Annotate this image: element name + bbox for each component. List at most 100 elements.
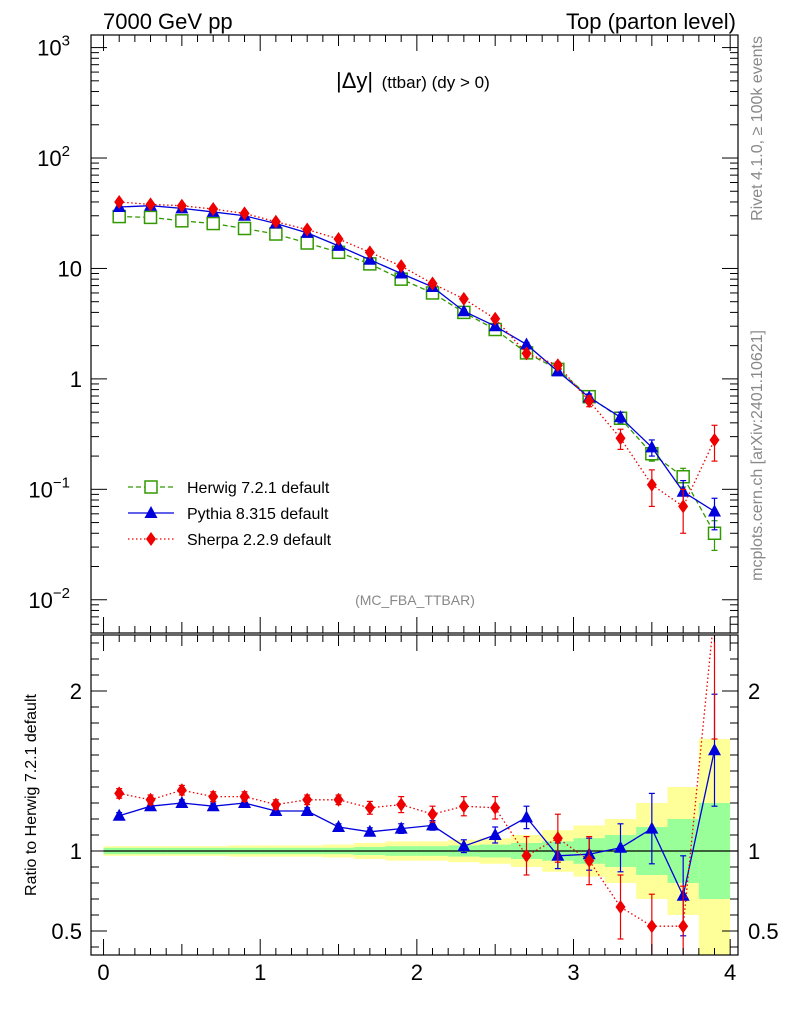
ratio-sherpa-point <box>270 797 281 812</box>
ratio-sherpa-point <box>615 900 626 914</box>
legend: Herwig 7.2.1 default Pythia 8.315 defaul… <box>128 480 332 549</box>
ratio-pythia-point <box>488 828 502 840</box>
ratio-sherpa-point <box>646 919 657 934</box>
ratio-pythia-point <box>645 821 659 834</box>
ratio-sherpa-point <box>302 792 313 807</box>
main-herwig-point <box>112 209 126 224</box>
main-sherpa-point <box>270 214 281 229</box>
legend-pythia-label: Pythia 8.315 default <box>187 506 329 523</box>
main-sherpa-point <box>208 202 219 217</box>
main-sherpa-point <box>490 311 501 326</box>
ratio-xtick-label: 0 <box>97 960 109 985</box>
ratio-ytick-label-left: 1 <box>70 839 82 864</box>
ratio-pythia-point <box>363 824 377 837</box>
ratio-sherpa-point <box>521 848 532 863</box>
header-left: 7000 GeV pp <box>103 9 233 34</box>
main-sherpa-point <box>458 291 469 306</box>
ratio-sherpa-point <box>239 789 250 804</box>
main-sherpa-point <box>584 394 595 409</box>
main-sherpa-point <box>678 499 689 514</box>
ratio-pythia-point <box>708 743 722 756</box>
ratio-sherpa-point <box>145 792 156 807</box>
plot-title-sub: (ttbar) (dy > 0) <box>382 73 490 92</box>
main-panel: 10−2 10−1 1 10 102 103 <box>28 33 739 634</box>
main-ytick-label: 103 <box>37 33 70 61</box>
main-pythia-point <box>614 410 628 423</box>
ratio-pythia-point <box>300 804 314 816</box>
ratio-sherpa-point <box>678 919 689 934</box>
legend-sherpa-label: Sherpa 2.2.9 default <box>187 532 332 549</box>
main-herwig-point <box>269 227 283 241</box>
main-frame <box>90 34 739 634</box>
main-sherpa-point <box>427 276 438 291</box>
ratio-sherpa-point <box>710 604 720 618</box>
main-herwig-point <box>206 216 220 231</box>
main-ytick-label: 10−1 <box>28 474 70 502</box>
main-sherpa-point <box>176 198 187 213</box>
main-sherpa-point <box>521 346 532 361</box>
ratio-pythia-point <box>394 821 408 834</box>
main-sherpa-point <box>239 206 250 221</box>
main-sherpa-line <box>119 201 716 508</box>
main-herwig-point <box>237 221 252 236</box>
ratio-ylabel: Ratio to Herwig 7.2.1 default <box>23 694 40 896</box>
main-pythia-point <box>457 304 471 317</box>
main-sherpa-point <box>615 431 626 446</box>
ratio-pythia-point <box>520 810 534 823</box>
main-ytick-label: 102 <box>37 143 70 171</box>
ratio-ytick-label-left: 0.5 <box>51 919 82 944</box>
ratio-ytick-label-right: 1 <box>748 839 760 864</box>
main-pythia-line <box>119 205 715 513</box>
main-pythia-point <box>645 440 659 453</box>
main-sherpa-point <box>396 259 407 274</box>
ratio-pythia-point <box>332 820 346 832</box>
main-herwig-point <box>300 236 314 250</box>
ratio-pythia-point <box>426 818 440 831</box>
ratio-pythia-point <box>614 840 628 853</box>
ratio-xtick-label: 3 <box>567 960 579 985</box>
main-sherpa-point <box>302 222 313 237</box>
ratio-sherpa-point <box>584 853 595 868</box>
legend-herwig-marker <box>144 480 158 494</box>
mcplots-label: mcplots.cern.ch [arXiv:2401.10621] <box>749 330 766 581</box>
ratio-frame <box>90 634 739 956</box>
ratio-panel: 0.5 0.5 1 1 2 2 0 1 2 3 4 <box>51 604 779 985</box>
main-sherpa-point <box>552 358 563 373</box>
ratio-sherpa-point <box>552 831 563 846</box>
main-sherpa-point <box>364 245 375 260</box>
main-pythia-point <box>520 337 534 350</box>
ratio-xtick-label: 2 <box>411 960 423 985</box>
ratio-sherpa-point <box>208 789 219 804</box>
main-sherpa-point <box>333 231 344 246</box>
ratio-pythia-point <box>175 796 189 808</box>
legend-pythia-marker <box>144 506 158 518</box>
legend-herwig-label: Herwig 7.2.1 default <box>187 480 330 497</box>
main-sherpa-point <box>646 477 657 492</box>
ratio-pythia-point <box>112 808 126 821</box>
main-sherpa-point <box>709 432 720 447</box>
ratio-xtick-label: 4 <box>724 960 736 985</box>
analysis-tag: (MC_FBA_TTBAR) <box>355 592 475 608</box>
ratio-sherpa-point <box>396 797 407 812</box>
ratio-sherpa-point <box>490 800 501 815</box>
ratio-pythia-point <box>457 839 471 852</box>
main-sherpa-point <box>114 194 125 209</box>
ratio-sherpa-point <box>114 786 125 801</box>
rivet-label: Rivet 4.1.0, ≥ 100k events <box>749 36 766 221</box>
ratio-ytick-label-right: 0.5 <box>748 919 779 944</box>
ratio-sherpa-point <box>364 800 375 815</box>
ratio-ytick-label-left: 2 <box>70 679 82 704</box>
ratio-pythia-line <box>119 750 716 898</box>
main-ytick-label: 10 <box>58 256 82 281</box>
header-right: Top (parton level) <box>566 9 736 34</box>
plot-title: |Δy| (ttbar) (dy > 0) <box>336 68 490 93</box>
ratio-xtick-label: 1 <box>254 960 266 985</box>
main-herwig-point <box>143 210 158 225</box>
ratio-pythia-point <box>206 799 220 812</box>
main-ytick-label: 10−2 <box>28 585 70 613</box>
ratio-sherpa-point <box>176 783 187 798</box>
ratio-sherpa-point <box>333 792 344 807</box>
ratio-sherpa-point <box>458 799 469 814</box>
ratio-sherpa-point <box>427 807 438 822</box>
